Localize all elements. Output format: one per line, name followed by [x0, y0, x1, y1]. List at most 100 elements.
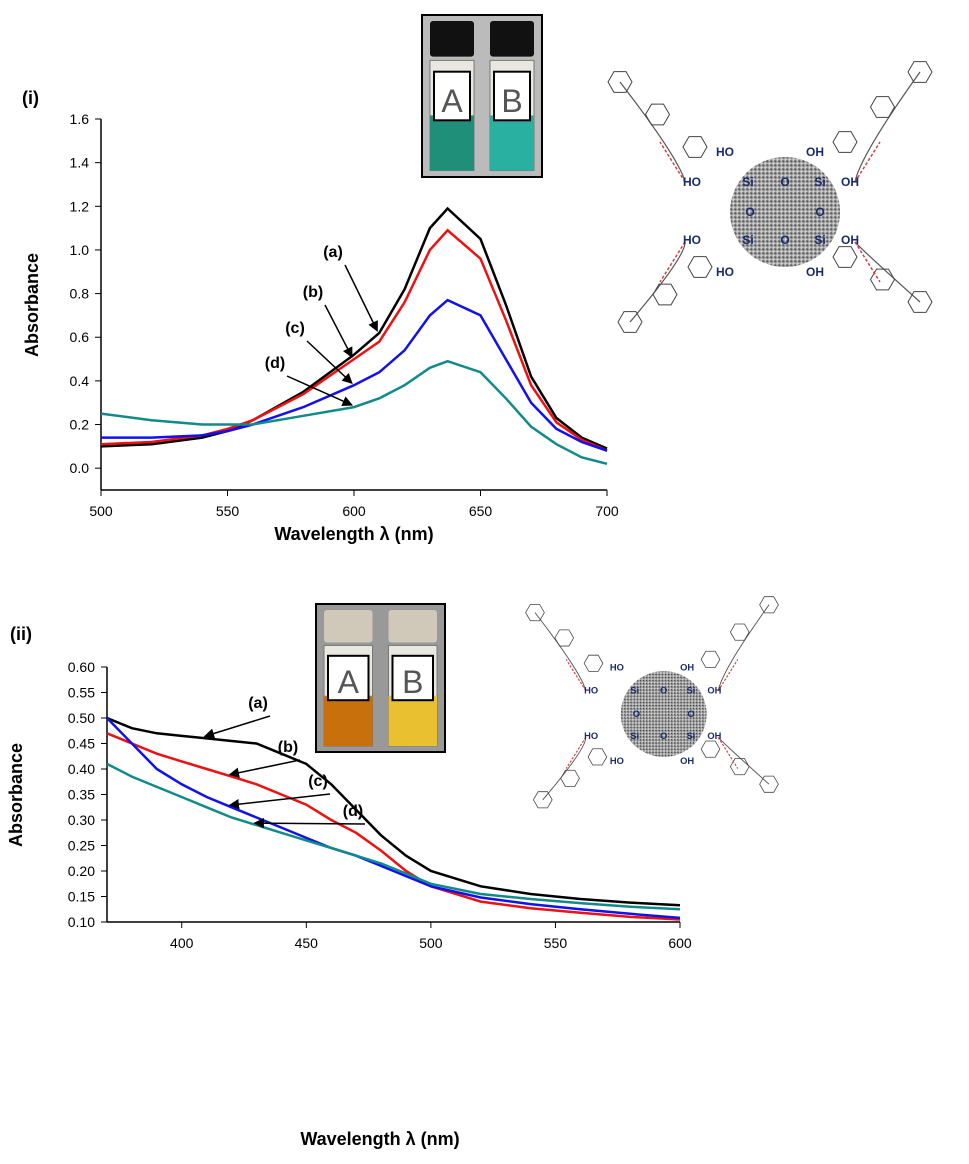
y-tick-label: 0.60	[68, 659, 95, 675]
x-tick-label: 500	[89, 503, 113, 519]
x-tick-label: 500	[419, 935, 443, 951]
annotation-arrow	[254, 823, 365, 824]
vial-liquid	[490, 115, 534, 170]
y-tick-label: 0.10	[68, 914, 95, 930]
substituent	[718, 605, 769, 691]
structure-label: HO	[584, 686, 598, 696]
y-tick-label: 0.40	[68, 761, 95, 777]
structure-label: OH	[806, 145, 824, 159]
structure-label: Si	[630, 731, 639, 741]
series-annotation: (d)	[343, 803, 363, 820]
series-line	[107, 764, 680, 909]
hydrogen-bond	[566, 659, 586, 690]
annotation-arrow	[325, 305, 352, 357]
x-tick-label: 600	[342, 503, 366, 519]
x-axis-label: Wavelength λ (nm)	[274, 524, 433, 544]
inset-label: B	[501, 83, 522, 119]
structure-label: O	[660, 731, 667, 741]
structure-label: O	[660, 686, 667, 696]
y-tick-label: 0.20	[68, 863, 95, 879]
ring	[588, 749, 607, 765]
ring	[833, 247, 857, 268]
substituent	[855, 242, 920, 302]
structure-label: HO	[716, 145, 734, 159]
ring	[683, 137, 707, 158]
vial-cap	[324, 610, 373, 643]
structure-label: O	[687, 709, 694, 719]
annotation-arrow	[205, 716, 270, 736]
y-tick-label: 0.35	[68, 787, 95, 803]
vial-cap	[490, 21, 534, 57]
structure-label: HO	[610, 756, 624, 766]
figure: 0.00.20.40.60.81.01.21.41.65005506006507…	[0, 0, 969, 1164]
y-tick-label: 0.45	[68, 736, 95, 752]
structure-label: OH	[806, 265, 824, 279]
structure-label: O	[815, 205, 824, 219]
vial-liquid	[324, 696, 373, 746]
x-axis-label: Wavelength λ (nm)	[300, 1129, 459, 1149]
y-axis-label: Absorbance	[22, 253, 42, 357]
hydrogen-bond	[566, 737, 586, 768]
structure-label: O	[745, 205, 754, 219]
y-tick-label: 0.15	[68, 889, 95, 905]
y-tick-label: 1.4	[70, 155, 90, 171]
y-tick-label: 0.0	[70, 460, 90, 476]
series-annotation: (d)	[265, 355, 285, 372]
ring	[760, 597, 779, 613]
structure-label: Si	[742, 175, 753, 189]
substituent	[855, 72, 920, 182]
y-axis-label: Absorbance	[6, 743, 26, 847]
series-line	[107, 733, 680, 919]
structure-label: Si	[687, 731, 696, 741]
structure-label: HO	[683, 175, 701, 189]
vial-liquid	[389, 696, 438, 746]
x-tick-label: 700	[595, 503, 619, 519]
structure-label: HO	[683, 233, 701, 247]
structure: HOOHHOSiOSiOHOOHOSiOSiOHHOOH	[608, 62, 932, 333]
x-tick-label: 400	[170, 935, 194, 951]
vial-cap	[430, 21, 474, 57]
y-tick-label: 0.2	[70, 417, 90, 433]
y-tick-label: 1.6	[70, 111, 90, 127]
structure-label: OH	[707, 686, 721, 696]
x-tick-label: 550	[216, 503, 240, 519]
series-annotation: (c)	[285, 320, 305, 337]
series-annotation: (b)	[303, 284, 323, 301]
y-tick-label: 0.50	[68, 710, 95, 726]
structure-label: O	[780, 233, 789, 247]
series-annotation: (a)	[323, 244, 343, 261]
ring	[833, 132, 857, 153]
structure-label: HO	[716, 265, 734, 279]
series-line	[101, 209, 607, 449]
y-tick-label: 0.8	[70, 286, 90, 302]
y-tick-label: 0.6	[70, 329, 90, 345]
ring	[653, 284, 677, 305]
hydrogen-bond	[660, 242, 685, 282]
series-annotation: (a)	[248, 695, 268, 712]
substituent	[718, 737, 769, 784]
panel-label: (ii)	[10, 624, 32, 644]
structure-label: HO	[584, 731, 598, 741]
ring	[701, 651, 720, 667]
structure-label: Si	[630, 686, 639, 696]
structure-label: HO	[610, 662, 624, 672]
y-tick-label: 1.0	[70, 242, 90, 258]
structure-label: OH	[841, 233, 859, 247]
structure-label: Si	[814, 233, 825, 247]
x-tick-label: 450	[295, 935, 319, 951]
inset-label: B	[402, 664, 423, 700]
structure-label: Si	[742, 233, 753, 247]
annotation-arrow	[230, 794, 330, 805]
structure-label: O	[633, 709, 640, 719]
substituent	[630, 242, 685, 322]
y-tick-label: 0.4	[70, 373, 90, 389]
y-tick-label: 1.2	[70, 198, 90, 214]
annotation-arrow	[230, 760, 300, 775]
inset-label: A	[441, 83, 463, 119]
ring	[701, 741, 720, 757]
y-tick-label: 0.25	[68, 838, 95, 854]
structure-label: O	[780, 175, 789, 189]
substituent	[543, 737, 586, 799]
y-tick-label: 0.55	[68, 685, 95, 701]
